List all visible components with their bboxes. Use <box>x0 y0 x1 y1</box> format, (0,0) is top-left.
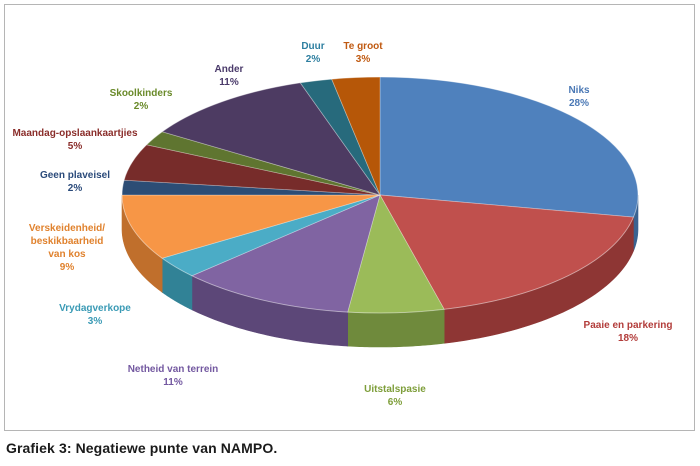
slice-label-5: Verskeidenheid/beskikbaarheid van kos 9% <box>29 223 105 273</box>
slice-name: Uitstalspasie <box>364 384 426 395</box>
pie-side-2 <box>347 308 445 348</box>
slice-label-11: Te groot 3% <box>343 41 383 65</box>
slice-label-7: Maandag-opslaankaartjies 5% <box>12 128 137 152</box>
pie-slice-5 <box>121 194 381 259</box>
pie-slice-2 <box>347 193 445 314</box>
slice-label-9: Ander 11% <box>215 64 244 88</box>
slice-label-0: Niks 28% <box>568 85 590 109</box>
slice-percent: 18% <box>618 333 638 344</box>
slice-name: Te groot <box>343 41 383 52</box>
slice-percent: 28% <box>569 98 589 109</box>
pie-slice-3 <box>190 194 381 313</box>
chart-frame: Niks 28% Paaie en parkering 18% Uitstalspasi… <box>4 4 695 431</box>
pie-slice-4 <box>161 194 381 277</box>
slice-percent: 11% <box>219 77 239 88</box>
slice-percent: 3% <box>88 316 103 327</box>
slice-name: beskikbaarheid <box>31 236 104 247</box>
pie-slice-6 <box>121 179 381 196</box>
slice-name: Paaie en parkering <box>584 320 673 331</box>
pie-slices <box>121 76 639 314</box>
slice-name: Ander <box>215 64 244 75</box>
slice-name: Netheid van terrein <box>128 364 219 375</box>
slice-name: Niks <box>568 85 590 96</box>
slice-percent: 3% <box>356 54 371 65</box>
slice-label-1: Paaie en parkering 18% <box>584 320 673 344</box>
slice-percent: 9% <box>60 262 75 273</box>
slice-percent: 5% <box>68 141 83 152</box>
pie-chart: Niks 28% Paaie en parkering 18% Uitstalspasi… <box>12 41 672 408</box>
pie-sides <box>121 194 639 348</box>
slice-label-3: Netheid van terrein 11% <box>128 364 219 388</box>
slice-percent: 2% <box>134 101 149 112</box>
pie-labels: Niks 28% Paaie en parkering 18% Uitstalspasi… <box>12 41 672 408</box>
slice-name: van kos <box>48 249 86 260</box>
slice-label-4: Vrydagverkope 3% <box>59 303 131 327</box>
pie-slice-7 <box>123 144 381 196</box>
slice-percent: 2% <box>306 54 321 65</box>
slice-name: Geen plaveisel <box>40 170 110 181</box>
pie-slice-10 <box>299 78 381 196</box>
slice-label-8: Skoolkinders 2% <box>110 88 173 112</box>
slice-percent: 6% <box>388 397 403 408</box>
pie-rim <box>121 76 639 314</box>
pie-slice-1 <box>379 194 635 310</box>
slice-name: Verskeidenheid/ <box>29 223 105 234</box>
slice-percent: 11% <box>163 377 183 388</box>
slice-percent: 2% <box>68 183 83 194</box>
figure-caption: Grafiek 3: Negatiewe punte van NAMPO. <box>6 440 278 456</box>
pie-slice-9 <box>161 82 381 196</box>
pie-slice-11 <box>331 76 381 196</box>
slice-name: Duur <box>301 41 324 52</box>
pie-slice-0 <box>379 76 639 218</box>
slice-label-2: Uitstalspasie 6% <box>364 384 426 408</box>
slice-label-6: Geen plaveisel 2% <box>40 170 110 194</box>
slice-name: Maandag-opslaankaartjies <box>12 128 137 139</box>
slice-label-10: Duur 2% <box>301 41 324 65</box>
slice-name: Vrydagverkope <box>59 303 131 314</box>
slice-name: Skoolkinders <box>110 88 173 99</box>
pie-slice-8 <box>145 131 381 196</box>
